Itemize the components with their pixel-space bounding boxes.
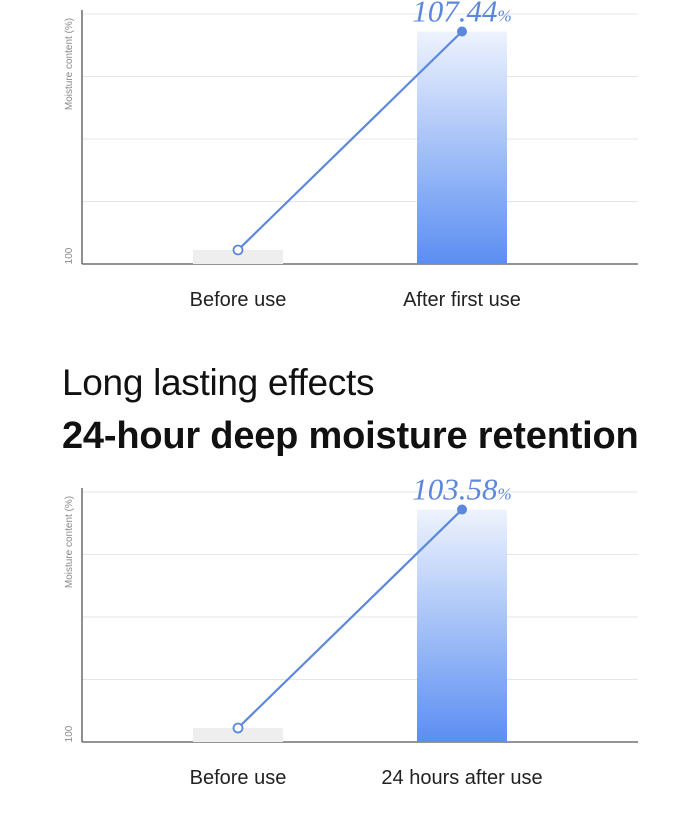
- point-marker-open: [232, 244, 244, 256]
- bar-1: [193, 250, 283, 264]
- section-subtitle: Long lasting effects: [62, 362, 375, 403]
- bar-2: [417, 31, 507, 264]
- section-title: 24-hour deep moisture retention: [62, 415, 639, 457]
- chart-moisture-first-use: Moisture content (%) 100 Before use After f…: [64, 0, 638, 311]
- point-marker-filled: [457, 504, 467, 515]
- y-axis-label: Moisture content (%): [64, 496, 75, 588]
- chart-moisture-24-hours: Moisture content (%) 100 Before use 24 hour…: [64, 478, 638, 789]
- y-axis-label: Moisture content (%): [64, 18, 75, 110]
- category-label: Before use: [190, 767, 287, 789]
- trend-line: [237, 508, 463, 729]
- category-label: Before use: [190, 289, 287, 311]
- category-label: After first use: [403, 289, 521, 311]
- bar-1: [193, 728, 283, 742]
- value-label: 103.58%: [412, 478, 511, 507]
- value-label: 107.44%: [412, 0, 511, 29]
- category-label: 24 hours after use: [381, 767, 542, 789]
- y-tick-label: 100: [64, 247, 75, 264]
- trend-line: [237, 30, 463, 251]
- y-tick-label: 100: [64, 725, 75, 742]
- point-marker-open: [232, 722, 244, 734]
- point-marker-filled: [457, 26, 467, 37]
- bar-2: [417, 509, 507, 742]
